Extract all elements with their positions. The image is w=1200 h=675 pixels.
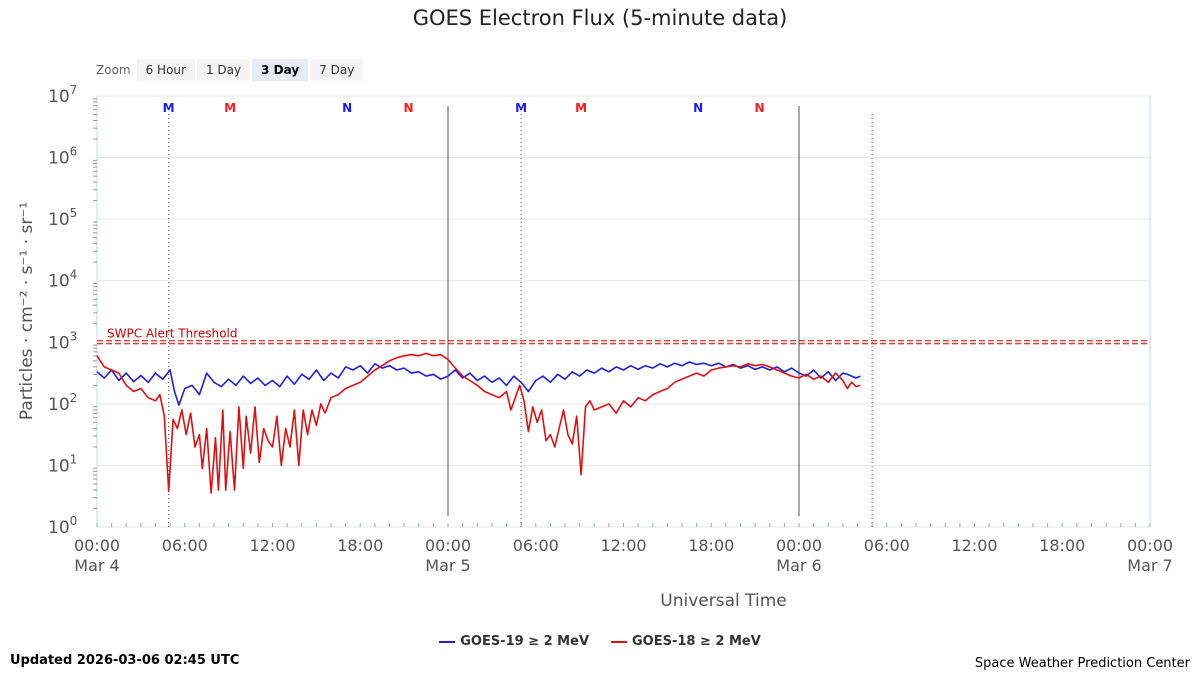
marker-letter: M <box>575 101 587 115</box>
zoom-6-hour-button[interactable]: 6 Hour <box>136 59 195 81</box>
legend-item-goes19[interactable]: GOES-19 ≥ 2 MeV <box>439 634 589 649</box>
legend: GOES-19 ≥ 2 MeV GOES-18 ≥ 2 MeV <box>0 634 1200 649</box>
series-line-goes19 <box>96 361 861 406</box>
legend-swatch-goes18 <box>611 640 627 643</box>
y-tick-label: 104 <box>48 268 77 292</box>
updated-timestamp: Updated 2026-03-06 02:45 UTC <box>10 653 240 668</box>
plot-frame <box>96 95 1151 528</box>
marker-letter: M <box>163 101 175 115</box>
y-tick-label: 103 <box>48 329 77 353</box>
y-axis-label: Particles · cm⁻² · s⁻¹ · sr⁻¹ <box>17 202 37 420</box>
x-tick-time-label: 00:00 <box>425 536 471 555</box>
zoom-1-day-button[interactable]: 1 Day <box>196 59 251 81</box>
marker-letter: N <box>403 101 413 115</box>
y-tick-label: 105 <box>48 206 77 230</box>
y-tick-label: 102 <box>48 391 77 415</box>
legend-label-goes19: GOES-19 ≥ 2 MeV <box>460 634 589 649</box>
chart-title: GOES Electron Flux (5-minute data) <box>412 6 788 30</box>
x-tick-time-label: 18:00 <box>1039 536 1085 555</box>
threshold-label: SWPC Alert Threshold <box>107 326 237 340</box>
zoom-3-day-button[interactable]: 3 Day <box>252 59 309 81</box>
x-axis-label: Universal Time <box>660 591 786 611</box>
x-tick-time-label: 06:00 <box>162 536 208 555</box>
x-tick-date-label: Mar 7 <box>1127 556 1172 575</box>
x-tick-time-label: 18:00 <box>688 536 734 555</box>
legend-label-goes18: GOES-18 ≥ 2 MeV <box>632 634 761 649</box>
legend-item-goes18[interactable]: GOES-18 ≥ 2 MeV <box>611 634 761 649</box>
marker-letter: M <box>515 101 527 115</box>
x-tick-date-label: Mar 6 <box>776 556 821 575</box>
zoom-label: Zoom <box>96 63 131 77</box>
x-tick-time-label: 00:00 <box>74 536 120 555</box>
credit-text: Space Weather Prediction Center <box>974 656 1190 671</box>
legend-swatch-goes19 <box>439 640 456 643</box>
marker-letter: N <box>693 101 703 115</box>
x-tick-date-label: Mar 5 <box>425 556 470 575</box>
x-tick-time-label: 12:00 <box>249 536 295 555</box>
y-tick-label: 101 <box>48 452 77 476</box>
x-tick-time-label: 12:00 <box>600 536 646 555</box>
marker-letter: M <box>224 101 236 115</box>
x-tick-time-label: 12:00 <box>951 536 997 555</box>
marker-letter: N <box>342 101 352 115</box>
series-line-goes18 <box>96 352 861 494</box>
y-tick-label: 107 <box>48 83 77 107</box>
y-tick-label: 100 <box>48 514 77 538</box>
x-tick-time-label: 06:00 <box>513 536 559 555</box>
x-tick-time-label: 06:00 <box>864 536 910 555</box>
x-tick-time-label: 18:00 <box>337 536 383 555</box>
zoom-bar: Zoom 6 Hour 1 Day 3 Day 7 Day <box>92 58 365 82</box>
zoom-7-day-button[interactable]: 7 Day <box>310 59 364 81</box>
y-tick-label: 106 <box>48 145 77 169</box>
marker-letter: N <box>754 101 764 115</box>
x-tick-date-label: Mar 4 <box>74 556 119 575</box>
x-tick-time-label: 00:00 <box>776 536 822 555</box>
x-tick-time-label: 00:00 <box>1127 536 1173 555</box>
